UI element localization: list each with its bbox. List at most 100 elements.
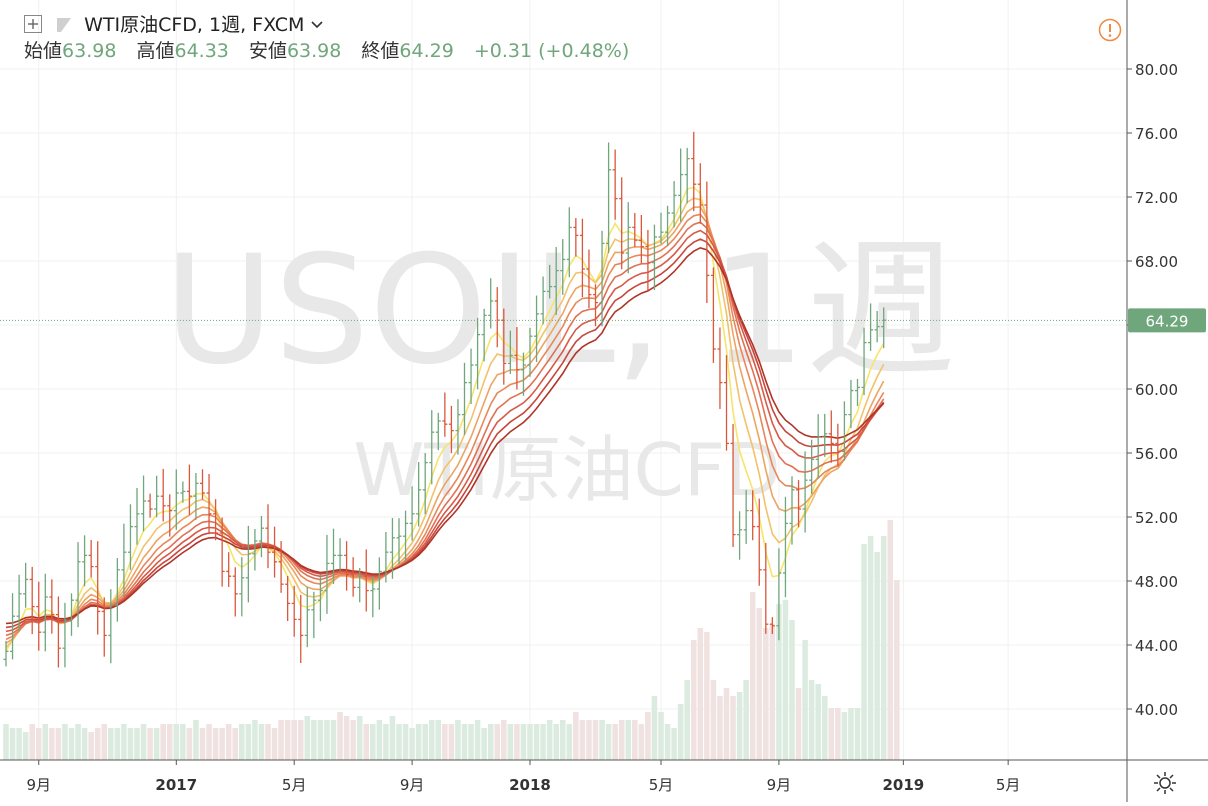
volume-bar bbox=[507, 724, 514, 760]
volume-bar bbox=[527, 724, 533, 760]
volume-bar bbox=[815, 684, 821, 760]
volume-bar bbox=[854, 708, 861, 760]
ema-line bbox=[5, 221, 885, 637]
ohlc-bar bbox=[527, 327, 533, 377]
volume-bar bbox=[108, 728, 114, 760]
change-value: +0.31 (+0.48%) bbox=[473, 40, 630, 62]
ohlc-bar bbox=[828, 410, 834, 463]
y-tick-label: 52.00 bbox=[1135, 509, 1178, 527]
ohlc-bar bbox=[23, 562, 29, 608]
ohlc-bar bbox=[514, 327, 520, 390]
volume-bar bbox=[42, 724, 49, 760]
ohlc-bar bbox=[796, 480, 802, 528]
volume-bar bbox=[232, 728, 239, 760]
ohlc-bar bbox=[376, 557, 382, 610]
volume-bar bbox=[49, 728, 55, 760]
ohlc-bar bbox=[49, 579, 55, 634]
ohlc-bar bbox=[298, 594, 304, 664]
symbol-marker-icon bbox=[56, 15, 74, 33]
ohlc-bar bbox=[750, 490, 756, 541]
ohlc-bar bbox=[239, 557, 245, 617]
expand-icon[interactable] bbox=[24, 15, 42, 33]
ohlc-bar bbox=[167, 494, 173, 537]
volume-bar bbox=[769, 624, 776, 760]
volume-bar bbox=[225, 724, 232, 760]
volume-bar bbox=[121, 724, 127, 760]
ohlc-bar bbox=[62, 602, 68, 668]
volume-bar bbox=[114, 728, 121, 760]
ohlc-bar bbox=[141, 475, 147, 532]
chevron-down-icon[interactable] bbox=[310, 12, 324, 29]
ohlc-bar bbox=[651, 224, 657, 291]
ohlc-bar bbox=[835, 423, 841, 467]
x-tick-label: 5月 bbox=[996, 776, 1021, 794]
ohlc-bar bbox=[678, 148, 684, 222]
ohlc-bar bbox=[540, 276, 546, 325]
volume-bar bbox=[573, 712, 579, 760]
x-tick-label: 2018 bbox=[509, 776, 551, 794]
x-tick-label: 5月 bbox=[649, 776, 674, 794]
volume-bar bbox=[684, 680, 690, 760]
y-tick-label: 72.00 bbox=[1135, 189, 1178, 207]
ohlc-bar bbox=[213, 499, 219, 541]
ohlc-bar bbox=[606, 142, 612, 253]
volume-bar bbox=[887, 520, 894, 760]
ohlc-bar bbox=[697, 163, 703, 224]
ohlc-bar bbox=[245, 525, 251, 603]
volume-bar bbox=[880, 536, 887, 760]
ohlc-bar bbox=[776, 548, 782, 641]
volume-bar bbox=[835, 708, 841, 760]
ohlc-bar bbox=[566, 207, 572, 278]
volume-bar bbox=[81, 728, 88, 760]
volume-bar bbox=[297, 720, 304, 760]
open-label: 始値 bbox=[24, 40, 63, 62]
volume-bar bbox=[651, 696, 658, 760]
ohlc-bar bbox=[442, 392, 448, 437]
ohlc-bar bbox=[193, 473, 199, 520]
x-tick-label: 9月 bbox=[400, 776, 425, 794]
ohlc-bar bbox=[593, 284, 598, 327]
volume-bar bbox=[239, 724, 245, 760]
volume-bar bbox=[841, 712, 848, 760]
volume-bar bbox=[736, 692, 743, 760]
high-label: 高値 bbox=[136, 40, 175, 62]
y-tick-label: 60.00 bbox=[1135, 381, 1178, 399]
symbol-title[interactable]: WTI原油CFD, 1週, FXCM bbox=[84, 14, 305, 36]
volume-bar bbox=[88, 732, 94, 760]
volume-bar bbox=[402, 724, 409, 760]
volume-bar bbox=[894, 580, 900, 760]
ohlc-bar bbox=[95, 541, 101, 635]
open-value: 63.98 bbox=[62, 40, 117, 62]
volume-bar bbox=[252, 720, 258, 760]
alert-icon[interactable] bbox=[1098, 18, 1122, 42]
volume-bar bbox=[9, 728, 16, 760]
volume-bar bbox=[160, 724, 166, 760]
ohlc-bar bbox=[403, 510, 409, 563]
ohlc-bar bbox=[848, 379, 854, 429]
volume-bar bbox=[363, 724, 370, 760]
volume-bar bbox=[29, 724, 35, 760]
volume-bar bbox=[808, 680, 815, 760]
ohlc-bar bbox=[815, 414, 821, 479]
ohlc-bar bbox=[638, 215, 644, 264]
volume-bar bbox=[802, 640, 808, 760]
volume-bar bbox=[350, 720, 356, 760]
ohlc-bar bbox=[455, 399, 461, 455]
ohlc-bar bbox=[481, 308, 487, 362]
volume-bar bbox=[186, 728, 193, 760]
ohlc-bar bbox=[861, 327, 867, 396]
volume-bar bbox=[415, 724, 422, 760]
ohlc-bar bbox=[363, 549, 369, 612]
ohlc-bar bbox=[782, 496, 788, 598]
x-tick-label: 9月 bbox=[767, 776, 792, 794]
volume-bar bbox=[140, 724, 147, 760]
y-tick-label: 40.00 bbox=[1135, 701, 1178, 719]
volume-bar bbox=[245, 724, 252, 760]
ohlc-bar bbox=[16, 574, 22, 631]
settings-icon[interactable] bbox=[1152, 770, 1178, 796]
ohlc-bar bbox=[632, 213, 638, 248]
volume-bar bbox=[625, 720, 632, 760]
volume-bar bbox=[55, 728, 62, 760]
